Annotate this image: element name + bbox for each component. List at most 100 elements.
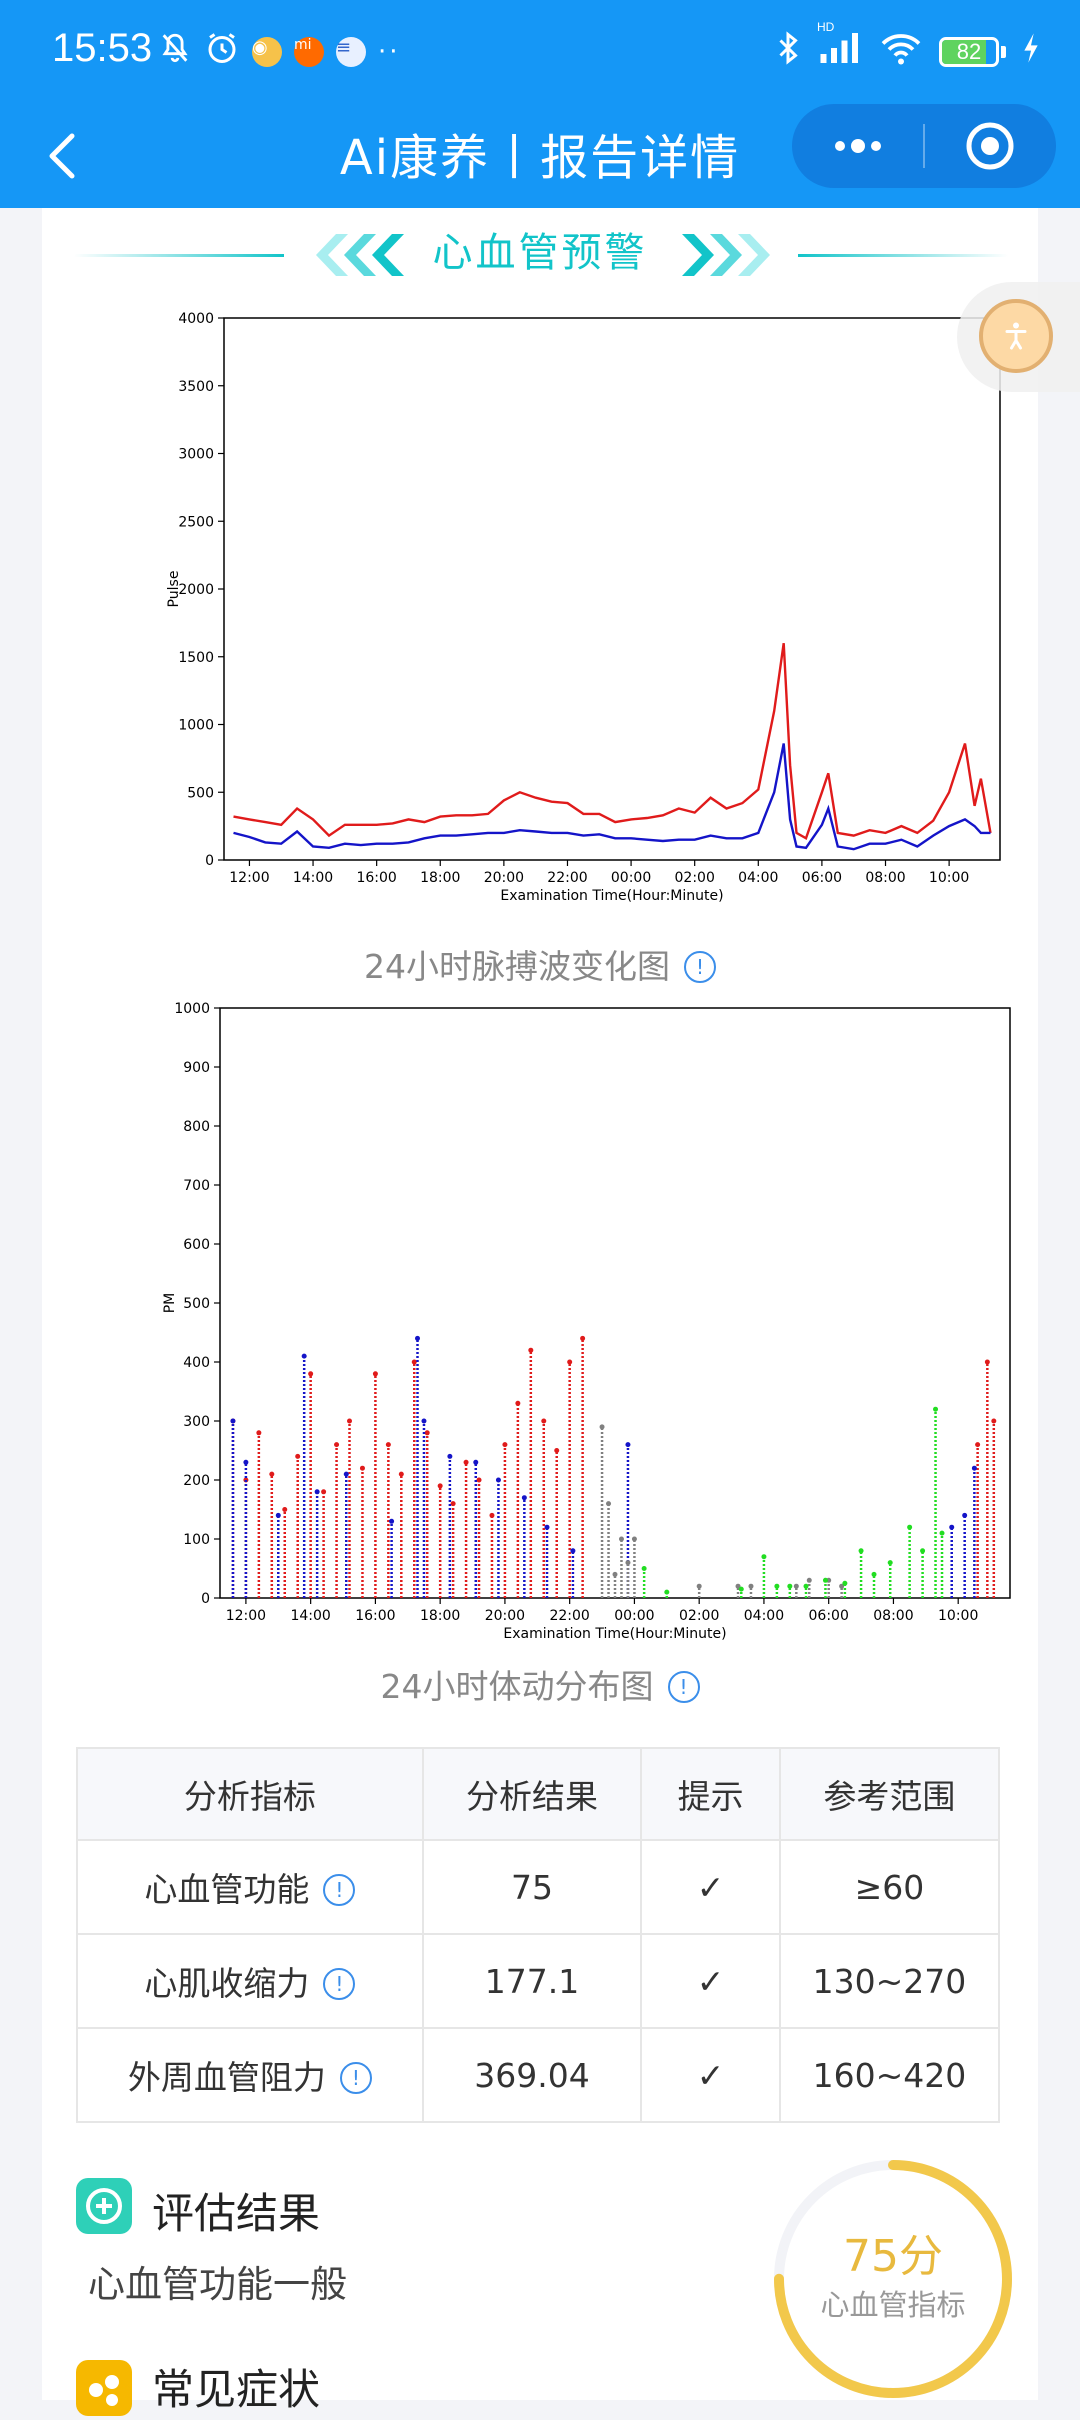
pm-point-2 [618,1536,624,1542]
pm-point-0 [528,1347,534,1353]
mute-bell-icon [158,31,192,73]
pm-point-2 [612,1571,618,1577]
info-icon[interactable]: ! [323,1968,356,2000]
pm-point-0 [554,1448,560,1453]
section-line-left [74,254,284,257]
pm-point-0 [541,1418,547,1424]
pm-point-3 [907,1524,913,1530]
pulse-y-axis-label: Pulse [166,571,182,608]
pm-y-tick-label: 800 [183,1119,210,1135]
info-icon[interactable]: ! [339,2062,372,2094]
pm-point-0 [502,1442,508,1448]
page-title: Ai康养丨报告详情 [339,130,741,186]
pulse-y-tick-label: 2500 [178,514,214,530]
metric-name-cell: 心肌收缩力! [76,1933,424,2029]
report-card: 心血管预警 0 500 1000 1500 2000 2500 3000 3500 4000 12… [42,208,1038,2416]
pm-y-tick-label: 500 [183,1296,210,1312]
table-row: 心血管功能! 75 ✓ ≥60 [76,1839,1001,1935]
pm-point-3 [774,1583,780,1589]
pulse-y-tick-label: 2000 [178,582,214,598]
pm-y-tick-label: 0 [201,1591,210,1607]
target-circle-icon [966,122,1014,170]
pm-x-tick-label: 18:00 [420,1608,460,1624]
column-header: 分析结果 [421,1747,643,1841]
pm-point-0 [282,1507,288,1512]
pm-x-tick-label: 16:00 [355,1608,395,1624]
pm-point-0 [269,1471,275,1477]
pm-chart-caption-row: 24小时体动分布图! [42,1660,1038,1708]
metric-hint-check-icon: ✓ [640,1933,781,2029]
pm-point-1 [243,1459,249,1465]
back-button[interactable] [36,126,96,186]
pulse-x-tick-label: 14:00 [293,870,333,886]
alarm-clock-icon [204,30,240,74]
pm-x-axis-label: Examination Time(Hour:Minute) [503,1626,726,1642]
pm-point-3 [664,1589,670,1595]
chevrons-right-icon [682,234,770,276]
mi-app-icon: mi [294,37,324,67]
pm-x-tick-label: 08:00 [873,1608,913,1624]
section-header: 心血管预警 [42,216,1038,286]
pm-y-tick-label: 900 [183,1060,210,1076]
info-icon[interactable]: ! [684,951,716,983]
pm-point-3 [920,1548,926,1554]
section-title: 心血管预警 [432,230,648,276]
pm-point-1 [415,1335,420,1341]
pulse-y-tick-label: 500 [187,785,214,801]
metric-range: 160~420 [778,2027,1001,2123]
assessment-text: 心血管功能一般 [88,2263,347,2306]
pm-y-axis-label: PM [162,1293,178,1314]
pm-point-0 [334,1442,340,1448]
pm-point-2 [599,1424,605,1430]
pm-y-tick-label: 600 [183,1237,210,1253]
pulse-x-tick-label: 08:00 [865,870,905,886]
pm-point-1 [521,1495,527,1501]
pm-point-3 [858,1548,864,1554]
pm-point-1 [314,1489,320,1495]
pm-point-1 [447,1453,453,1459]
bluetooth-icon [775,30,801,74]
pm-point-0 [372,1371,378,1377]
pulse-x-tick-label: 16:00 [356,870,396,886]
metric-hint-check-icon: ✓ [640,1839,781,1935]
pm-point-1 [971,1465,977,1471]
metric-name-cell: 外周血管阻力! [76,2027,424,2123]
pm-point-0 [437,1483,443,1489]
pulse-chart-caption: 24小时脉搏波变化图 [364,947,670,986]
pm-point-1 [962,1512,968,1518]
pulse-x-tick-label: 00:00 [611,870,651,886]
pulse-x-axis-label: Examination Time(Hour:Minute) [500,888,723,904]
pm-point-3 [803,1583,809,1589]
pm-point-0 [308,1371,314,1377]
pulse-series-line-1 [233,743,991,851]
accessibility-float-button[interactable] [957,282,1080,392]
metric-name: 外周血管阻力 [127,2058,326,2097]
pm-point-2 [631,1536,637,1542]
pm-point-0 [984,1359,990,1365]
more-notifications-icon: ·· [378,37,401,67]
pulse-y-tick-label: 1500 [178,650,214,666]
score-gauge: 75分 心血管指标 [774,2160,1012,2398]
score-label: 75分 [843,2231,943,2282]
pulse-series-line-0 [233,643,992,841]
signal-icon: HD [817,20,863,74]
pulse-y-tick-label: 3000 [178,447,214,463]
more-button[interactable] [792,104,923,188]
metric-hint-check-icon: ✓ [640,2027,781,2123]
pm-point-2 [696,1583,702,1589]
info-icon[interactable]: ! [323,1874,356,1906]
pm-x-tick-label: 20:00 [485,1608,525,1624]
pm-point-2 [748,1583,754,1589]
app-header: Ai康养丨报告详情 [0,104,1080,208]
info-icon[interactable]: ! [667,1671,700,1703]
pm-point-1 [625,1442,631,1448]
chevron-left-icon [49,133,75,179]
symptoms-icon [76,2360,132,2416]
pm-point-1 [949,1524,955,1530]
pm-y-tick-label: 300 [183,1414,210,1430]
pm-x-tick-label: 10:00 [938,1608,978,1624]
close-miniprogram-button[interactable] [925,104,1056,188]
pm-point-3 [933,1406,939,1412]
pm-y-tick-label: 1000 [174,1001,210,1017]
status-bar: 15:53 ◉ mi ≡ ·· HD 82 [0,0,1080,104]
